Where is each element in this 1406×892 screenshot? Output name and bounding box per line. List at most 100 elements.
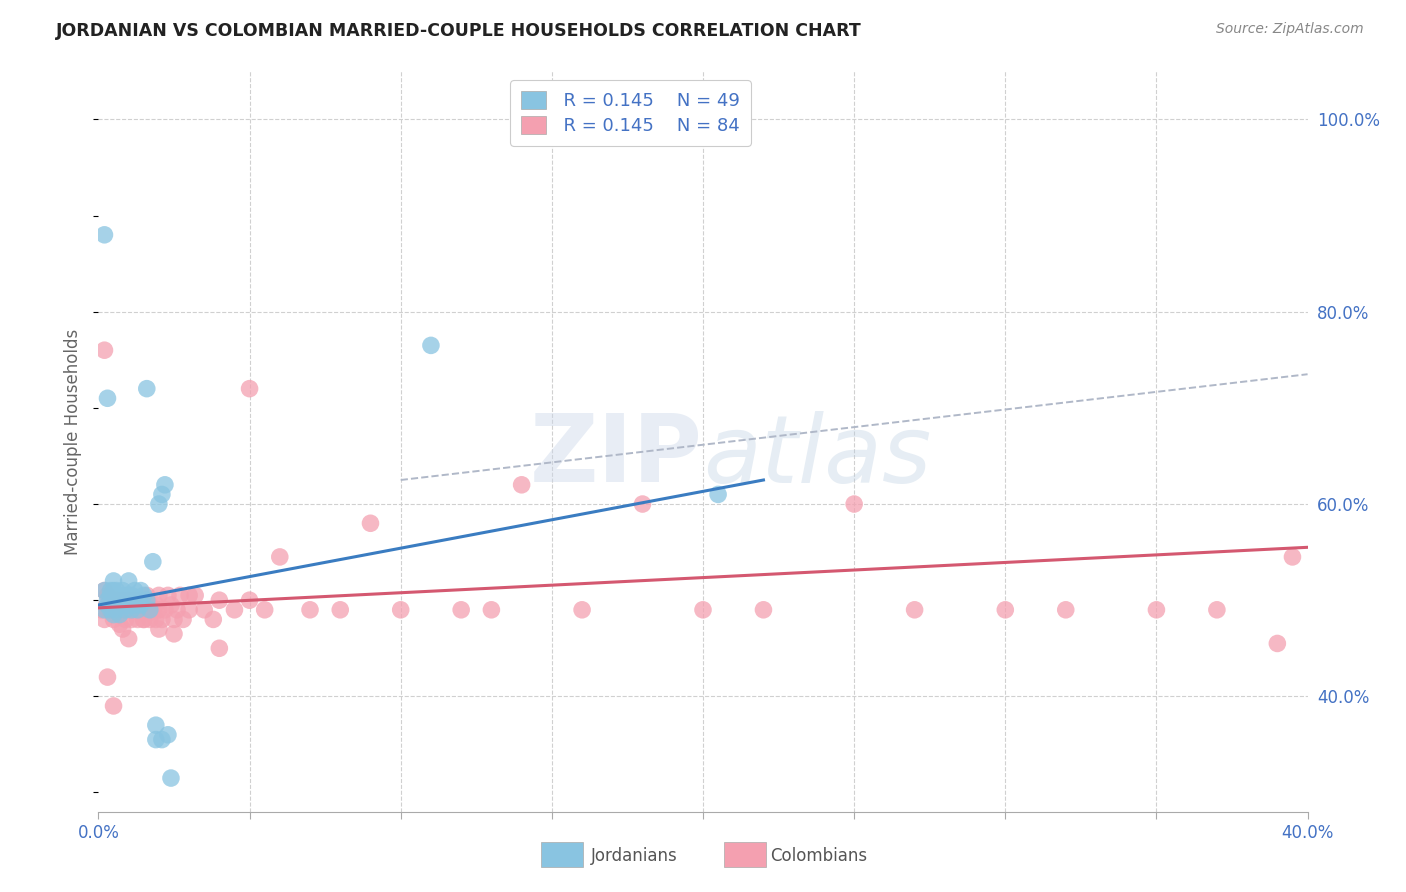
Text: Source: ZipAtlas.com: Source: ZipAtlas.com [1216, 22, 1364, 37]
Point [1144, 603, 1167, 617]
Point [145, 612, 167, 626]
Point [169, 588, 191, 602]
Point [121, 588, 143, 602]
Point [93, 583, 115, 598]
Text: Jordanians: Jordanians [591, 847, 678, 865]
Point [108, 588, 131, 602]
Point [707, 487, 730, 501]
Point [153, 603, 176, 617]
Point [1054, 603, 1077, 617]
Point [96, 670, 118, 684]
Point [450, 603, 472, 617]
Point [224, 603, 246, 617]
Point [100, 583, 122, 598]
Point [132, 588, 155, 602]
Point [145, 598, 167, 612]
Point [148, 588, 170, 602]
Point [135, 593, 157, 607]
Point [156, 588, 179, 602]
Point [93, 612, 115, 626]
Point [1206, 603, 1229, 617]
Point [148, 622, 170, 636]
Point [139, 598, 162, 612]
Point [105, 603, 128, 617]
Point [118, 593, 141, 607]
Text: JORDANIAN VS COLOMBIAN MARRIED-COUPLE HOUSEHOLDS CORRELATION CHART: JORDANIAN VS COLOMBIAN MARRIED-COUPLE HO… [56, 22, 862, 40]
Point [111, 593, 134, 607]
Text: atlas: atlas [703, 411, 931, 502]
Point [904, 603, 927, 617]
Point [105, 593, 128, 607]
Point [100, 603, 122, 617]
Point [121, 603, 143, 617]
Point [132, 612, 155, 626]
Point [160, 771, 183, 785]
Point [844, 497, 866, 511]
Point [111, 603, 134, 617]
Point [239, 593, 262, 607]
Point [118, 588, 141, 602]
Point [752, 603, 775, 617]
Point [253, 603, 276, 617]
Point [118, 574, 141, 588]
Point [96, 588, 118, 602]
Point [103, 583, 125, 598]
Point [135, 603, 157, 617]
Point [103, 612, 125, 626]
Point [631, 497, 654, 511]
Point [148, 497, 170, 511]
Point [142, 555, 165, 569]
Point [127, 612, 149, 626]
Point [994, 603, 1017, 617]
Point [108, 598, 131, 612]
Point [129, 593, 152, 607]
Point [111, 598, 134, 612]
Point [193, 603, 215, 617]
Point [172, 612, 194, 626]
Point [571, 603, 593, 617]
Point [96, 603, 118, 617]
Point [124, 603, 146, 617]
Point [139, 603, 162, 617]
Point [121, 612, 143, 626]
Point [150, 612, 173, 626]
Point [127, 603, 149, 617]
Point [156, 728, 179, 742]
Point [103, 698, 125, 713]
Point [118, 632, 141, 646]
Point [166, 603, 188, 617]
Point [510, 478, 533, 492]
Point [111, 593, 134, 607]
Point [90, 603, 112, 617]
Point [160, 598, 183, 612]
Point [105, 593, 128, 607]
Point [239, 382, 262, 396]
Point [96, 391, 118, 405]
Point [329, 603, 352, 617]
Point [389, 603, 412, 617]
Point [111, 583, 134, 598]
Point [208, 593, 231, 607]
Point [93, 603, 115, 617]
Point [103, 607, 125, 622]
Point [108, 617, 131, 632]
Point [114, 588, 136, 602]
Point [132, 612, 155, 626]
Point [114, 603, 136, 617]
Point [105, 583, 128, 598]
Point [299, 603, 322, 617]
Point [118, 603, 141, 617]
Point [163, 627, 186, 641]
Y-axis label: Married-couple Households: Married-couple Households [65, 328, 83, 555]
Point [150, 487, 173, 501]
Point [118, 598, 141, 612]
Point [121, 598, 143, 612]
Point [135, 382, 157, 396]
Point [1267, 636, 1289, 650]
Point [1281, 549, 1303, 564]
Point [150, 732, 173, 747]
Point [153, 478, 176, 492]
Point [100, 603, 122, 617]
Point [96, 598, 118, 612]
Point [124, 593, 146, 607]
